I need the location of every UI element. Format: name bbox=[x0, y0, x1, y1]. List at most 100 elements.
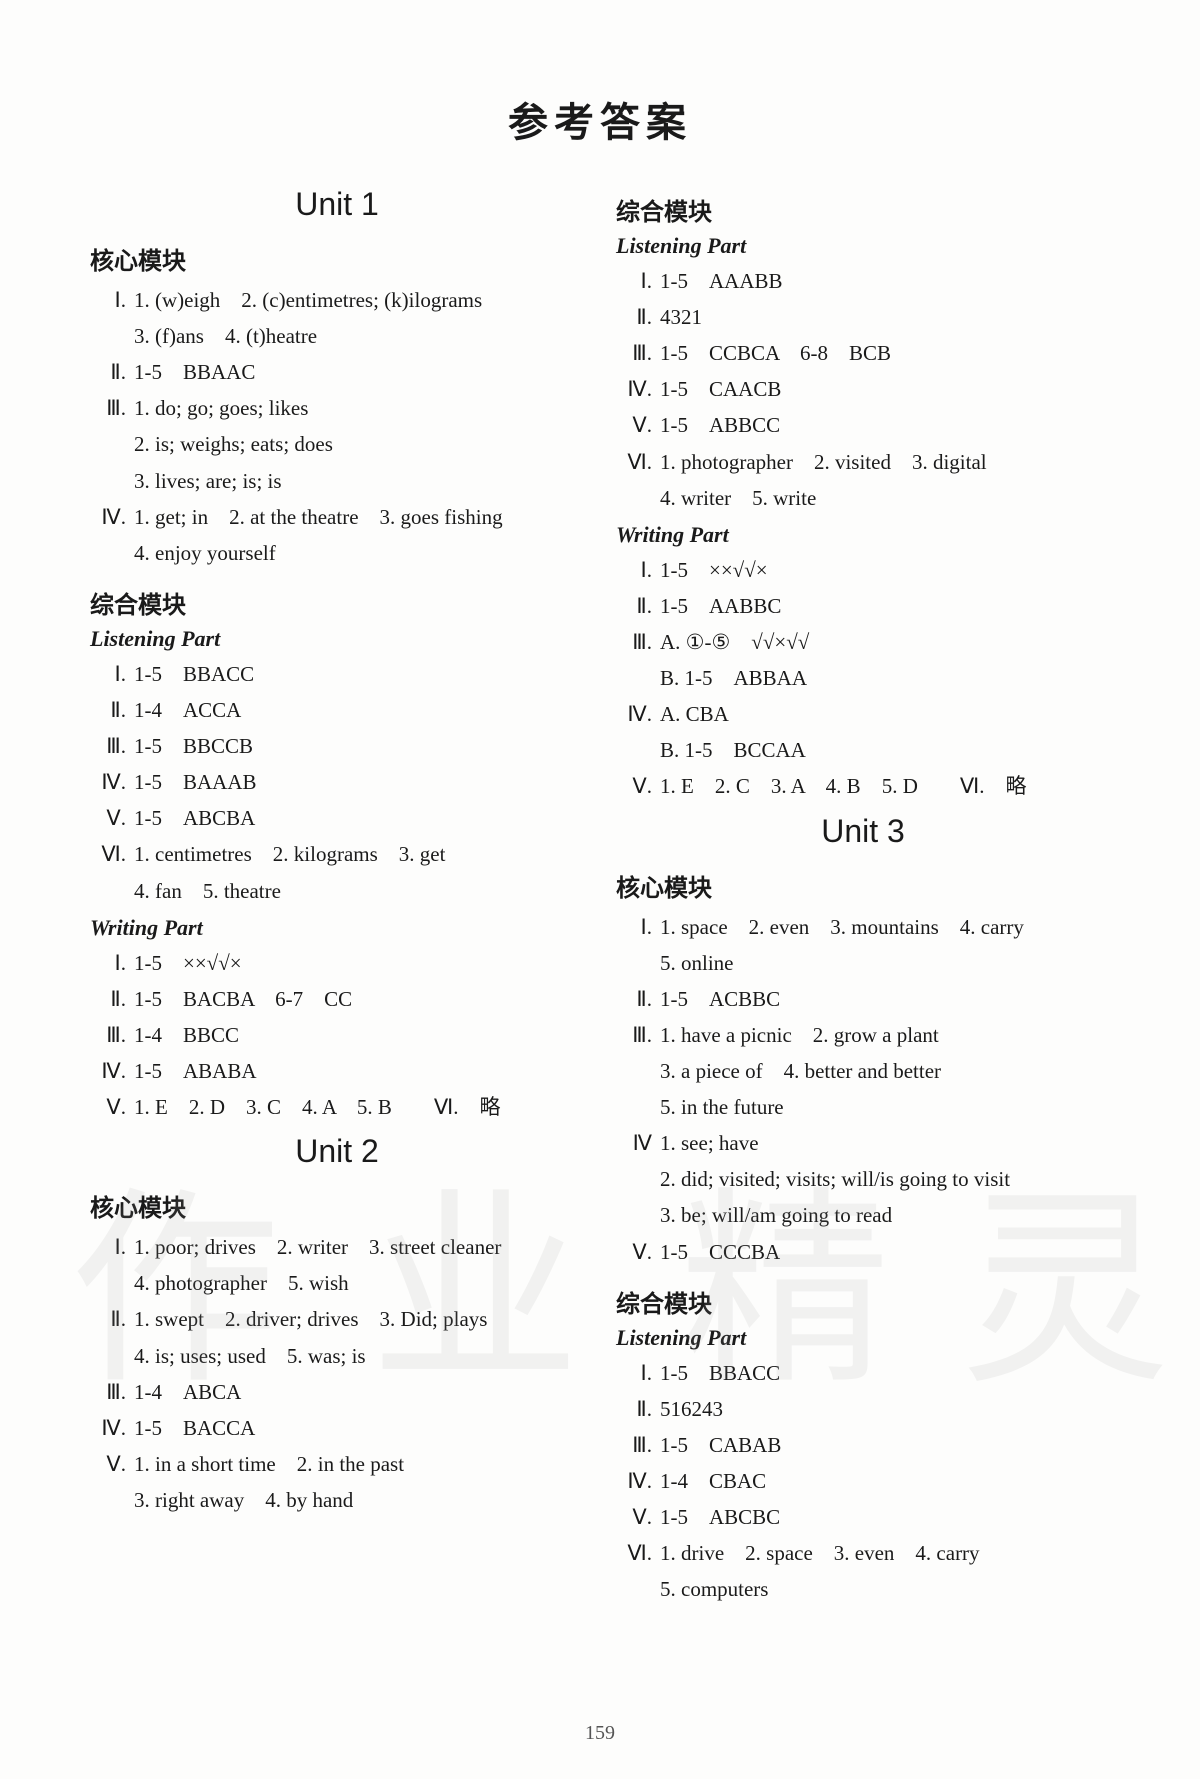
roman-numeral: Ⅳ. bbox=[616, 1463, 660, 1499]
answer-row: Ⅱ.516243 bbox=[616, 1391, 1110, 1427]
roman-numeral: Ⅲ. bbox=[90, 1374, 134, 1410]
unit2-core-label: 核心模块 bbox=[90, 1188, 584, 1223]
unit3-comp-label: 综合模块 bbox=[616, 1284, 1110, 1319]
answer-row: Ⅲ.A. ①-⑤ √√×√√ bbox=[616, 624, 1110, 660]
answer-row: Ⅱ.1-5 BACBA 6-7 CC bbox=[90, 981, 584, 1017]
answer-text: 1. do; go; goes; likes bbox=[134, 390, 584, 426]
content-columns: Unit 1 核心模块 Ⅰ.1. (w)eigh 2. (c)entimetre… bbox=[90, 178, 1110, 1607]
answer-text: 3. lives; are; is; is bbox=[134, 463, 584, 499]
answer-text: 2. is; weighs; eats; does bbox=[134, 426, 584, 462]
answer-text: 4321 bbox=[660, 299, 1110, 335]
answer-text: 1-4 ACCA bbox=[134, 692, 584, 728]
answer-row: 3. (f)ans 4. (t)heatre bbox=[90, 318, 584, 354]
answer-row: Ⅳ.1-5 ABABA bbox=[90, 1053, 584, 1089]
answer-text: B. 1-5 BCCAA bbox=[660, 732, 1110, 768]
answer-text: 1-5 BBACC bbox=[134, 656, 584, 692]
roman-numeral: Ⅰ. bbox=[616, 909, 660, 945]
roman-numeral: Ⅵ. bbox=[616, 444, 660, 480]
answer-text: 1-5 AAABB bbox=[660, 263, 1110, 299]
answer-text: 1-4 ABCA bbox=[134, 1374, 584, 1410]
answer-row: Ⅵ.1. drive 2. space 3. even 4. carry bbox=[616, 1535, 1110, 1571]
roman-numeral: Ⅲ. bbox=[90, 1017, 134, 1053]
roman-numeral: Ⅱ. bbox=[90, 981, 134, 1017]
left-column: Unit 1 核心模块 Ⅰ.1. (w)eigh 2. (c)entimetre… bbox=[90, 178, 584, 1607]
answer-text: B. 1-5 ABBAA bbox=[660, 660, 1110, 696]
unit1-core-block: Ⅰ.1. (w)eigh 2. (c)entimetres; (k)ilogra… bbox=[90, 282, 584, 571]
answer-row: Ⅴ.1. E 2. C 3. A 4. B 5. D Ⅵ. 略 bbox=[616, 768, 1110, 804]
answer-row: 4. is; uses; used 5. was; is bbox=[90, 1338, 584, 1374]
answer-row: Ⅰ.1. space 2. even 3. mountains 4. carry bbox=[616, 909, 1110, 945]
answer-text: 516243 bbox=[660, 1391, 1110, 1427]
roman-numeral: Ⅱ. bbox=[616, 981, 660, 1017]
answer-text: 1. space 2. even 3. mountains 4. carry bbox=[660, 909, 1110, 945]
unit2-core-block: Ⅰ.1. poor; drives 2. writer 3. street cl… bbox=[90, 1229, 584, 1518]
answer-row: Ⅱ.1-4 ACCA bbox=[90, 692, 584, 728]
answer-text: A. CBA bbox=[660, 696, 1110, 732]
answer-text: A. ①-⑤ √√×√√ bbox=[660, 624, 1110, 660]
roman-numeral: Ⅲ. bbox=[616, 335, 660, 371]
answer-text: 1. centimetres 2. kilograms 3. get bbox=[134, 836, 584, 872]
answer-text: 4. enjoy yourself bbox=[134, 535, 584, 571]
answer-row: Ⅲ.1. have a picnic 2. grow a plant bbox=[616, 1017, 1110, 1053]
roman-numeral: Ⅰ. bbox=[616, 1355, 660, 1391]
roman-numeral: Ⅳ. bbox=[90, 499, 134, 535]
answer-text: 1-5 AABBC bbox=[660, 588, 1110, 624]
roman-numeral: Ⅱ. bbox=[616, 1391, 660, 1427]
unit1-listening-block: Ⅰ.1-5 BBACCⅡ.1-4 ACCAⅢ.1-5 BBCCBⅣ.1-5 BA… bbox=[90, 656, 584, 909]
answer-text: 1. in a short time 2. in the past bbox=[134, 1446, 584, 1482]
roman-numeral: Ⅱ. bbox=[90, 1301, 134, 1337]
answer-text: 5. online bbox=[660, 945, 1110, 981]
roman-numeral: Ⅴ. bbox=[90, 1089, 134, 1125]
unit3-title: Unit 3 bbox=[616, 813, 1110, 850]
answer-row: Ⅳ.1-5 BAAAB bbox=[90, 764, 584, 800]
answer-row: 4. writer 5. write bbox=[616, 480, 1110, 516]
answer-text: 1-5 ABCBC bbox=[660, 1499, 1110, 1535]
answer-text: 1. poor; drives 2. writer 3. street clea… bbox=[134, 1229, 584, 1265]
answer-row: Ⅴ.1. E 2. D 3. C 4. A 5. B Ⅵ. 略 bbox=[90, 1089, 584, 1125]
roman-numeral: Ⅳ. bbox=[616, 371, 660, 407]
answer-row: 5. online bbox=[616, 945, 1110, 981]
answer-text: 2. did; visited; visits; will/is going t… bbox=[660, 1161, 1110, 1197]
answer-text: 1-5 BBAAC bbox=[134, 354, 584, 390]
answer-row: Ⅱ.1. swept 2. driver; drives 3. Did; pla… bbox=[90, 1301, 584, 1337]
roman-numeral: Ⅴ. bbox=[90, 1446, 134, 1482]
roman-numeral: Ⅲ. bbox=[616, 624, 660, 660]
answer-text: 3. right away 4. by hand bbox=[134, 1482, 584, 1518]
answer-text: 1-5 CABAB bbox=[660, 1427, 1110, 1463]
answer-row: 5. computers bbox=[616, 1571, 1110, 1607]
unit3-listening-label: Listening Part bbox=[616, 1325, 1110, 1351]
answer-text: 1. drive 2. space 3. even 4. carry bbox=[660, 1535, 1110, 1571]
roman-numeral: Ⅰ. bbox=[90, 1229, 134, 1265]
roman-numeral: Ⅵ. bbox=[616, 1535, 660, 1571]
answer-text: 1-5 BAAAB bbox=[134, 764, 584, 800]
answer-row: Ⅳ.1-5 CAACB bbox=[616, 371, 1110, 407]
unit2-comp-label: 综合模块 bbox=[616, 192, 1110, 227]
unit3-core-label: 核心模块 bbox=[616, 868, 1110, 903]
answer-row: Ⅲ.1-5 CCBCA 6-8 BCB bbox=[616, 335, 1110, 371]
answer-row: Ⅰ.1-5 ××√√× bbox=[90, 945, 584, 981]
answer-row: 3. be; will/am going to read bbox=[616, 1197, 1110, 1233]
answer-text: 1-5 BACBA 6-7 CC bbox=[134, 981, 584, 1017]
page-number: 159 bbox=[0, 1722, 1200, 1745]
answer-text: 1-5 ABABA bbox=[134, 1053, 584, 1089]
answer-row: Ⅴ.1-5 CCCBA bbox=[616, 1234, 1110, 1270]
answer-text: 1. swept 2. driver; drives 3. Did; plays bbox=[134, 1301, 584, 1337]
answer-text: 1-4 BBCC bbox=[134, 1017, 584, 1053]
answer-row: Ⅵ.1. centimetres 2. kilograms 3. get bbox=[90, 836, 584, 872]
unit1-writing-block: Ⅰ.1-5 ××√√×Ⅱ.1-5 BACBA 6-7 CCⅢ.1-4 BBCCⅣ… bbox=[90, 945, 584, 1126]
roman-numeral: Ⅴ. bbox=[90, 800, 134, 836]
answer-text: 5. in the future bbox=[660, 1089, 1110, 1125]
answer-text: 1-5 ABCBA bbox=[134, 800, 584, 836]
answer-text: 1-5 ABBCC bbox=[660, 407, 1110, 443]
roman-numeral: Ⅴ. bbox=[616, 1499, 660, 1535]
page-title: 参考答案 bbox=[90, 90, 1110, 148]
answer-row: Ⅰ.1-5 BBACC bbox=[90, 656, 584, 692]
roman-numeral: Ⅰ. bbox=[90, 945, 134, 981]
roman-numeral: Ⅱ. bbox=[90, 692, 134, 728]
roman-numeral: Ⅲ. bbox=[616, 1017, 660, 1053]
answer-text: 1. E 2. C 3. A 4. B 5. D Ⅵ. 略 bbox=[660, 768, 1110, 804]
roman-numeral: Ⅰ. bbox=[616, 263, 660, 299]
answer-row: Ⅰ.1-5 AAABB bbox=[616, 263, 1110, 299]
unit2-title: Unit 2 bbox=[90, 1133, 584, 1170]
roman-numeral: Ⅵ. bbox=[90, 836, 134, 872]
